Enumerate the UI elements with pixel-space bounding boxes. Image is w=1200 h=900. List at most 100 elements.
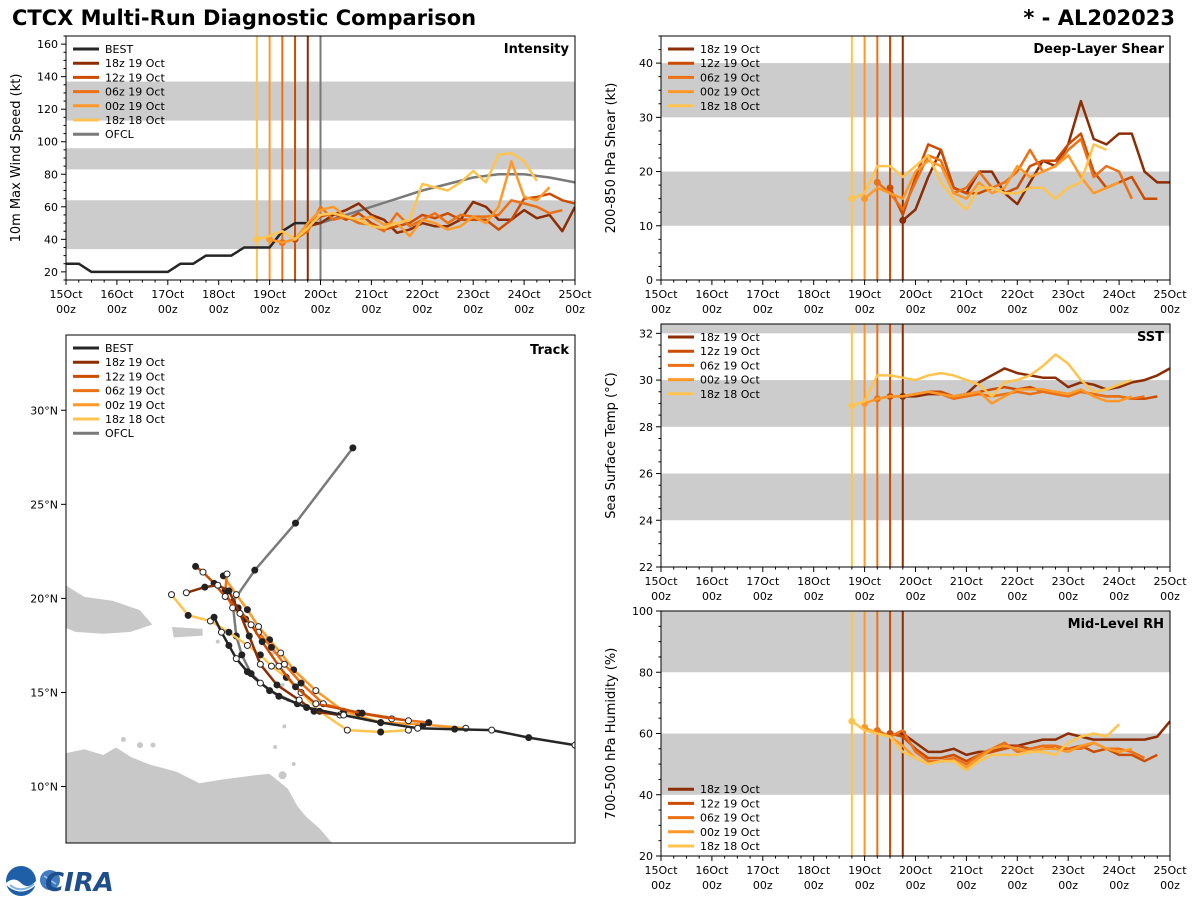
track-y-tick-label: 30°N xyxy=(30,404,58,417)
sst-x-tick-label: 00z xyxy=(753,590,773,603)
rh-legend-label: 06z 19 Oct xyxy=(700,812,760,825)
cira-logo: CIRA xyxy=(6,866,114,898)
track-point xyxy=(273,681,281,689)
shear-title: Deep-Layer Shear xyxy=(1033,42,1164,57)
shear-x-tick-label: 00z xyxy=(906,303,926,316)
rh-series-line xyxy=(864,726,1133,769)
intensity-x-tick-label: 18Oct xyxy=(202,288,236,301)
track-island xyxy=(120,737,126,743)
track-point xyxy=(245,632,253,640)
rh-x-tick-label: 00z xyxy=(651,879,671,892)
shear-y-tick-label: 30 xyxy=(639,111,653,124)
intensity-x-tick-label: 25Oct xyxy=(558,288,592,301)
intensity-init-point xyxy=(253,235,261,243)
sst-x-tick-label: 00z xyxy=(1160,590,1180,603)
rh-x-tick-label: 16Oct xyxy=(695,864,729,877)
rh-title: Mid-Level RH xyxy=(1068,617,1164,632)
shear-y-tick-label: 10 xyxy=(639,220,653,233)
sst-band xyxy=(661,380,1170,427)
rh-x-tick-label: 00z xyxy=(804,879,824,892)
intensity-legend-label: BEST xyxy=(105,43,133,56)
sst-y-tick-label: 22 xyxy=(639,561,653,574)
sst-x-tick-label: 18Oct xyxy=(797,575,831,588)
track-point xyxy=(425,719,433,727)
sst-x-tick-label: 00z xyxy=(1058,590,1078,603)
rh-y-tick-label: 80 xyxy=(639,666,653,679)
track-point xyxy=(199,568,207,576)
track-point xyxy=(238,651,246,659)
shear-x-tick-label: 17Oct xyxy=(746,288,780,301)
intensity-y-tick-label: 60 xyxy=(44,201,58,214)
intensity-x-tick-label: 00z xyxy=(56,303,76,316)
sst-x-tick-label: 16Oct xyxy=(695,575,729,588)
rh-legend-label: 12z 19 Oct xyxy=(700,797,760,810)
rh-x-tick-label: 23Oct xyxy=(1052,864,1086,877)
shear-x-tick-label: 21Oct xyxy=(950,288,984,301)
sst-band xyxy=(661,324,1170,334)
rh-legend-label: 18z 18 Oct xyxy=(700,840,760,853)
shear-init-point xyxy=(873,178,881,186)
track-point xyxy=(243,641,251,649)
rh-x-tick-label: 00z xyxy=(957,879,977,892)
sst-legend-label: 18z 18 Oct xyxy=(700,388,760,401)
track-land xyxy=(66,584,154,635)
track-point xyxy=(312,700,320,708)
sst-y-tick-label: 26 xyxy=(639,468,653,481)
rh-band xyxy=(661,611,1170,673)
rh-x-tick-label: 00z xyxy=(1007,879,1027,892)
intensity-x-tick-label: 00z xyxy=(107,303,127,316)
sst-y-tick-label: 32 xyxy=(639,327,653,340)
track-point xyxy=(258,638,266,646)
track-point xyxy=(225,628,233,636)
track-point xyxy=(404,717,412,725)
shear-x-tick-label: 00z xyxy=(957,303,977,316)
sst-legend-label: 12z 19 Oct xyxy=(700,345,760,358)
shear-x-tick-label: 00z xyxy=(855,303,875,316)
shear-x-tick-label: 22Oct xyxy=(1001,288,1035,301)
intensity-y-tick-label: 160 xyxy=(37,38,58,51)
shear-panel: 15Oct 00z 16Oct 00z 17Oct 00z 18Oct 00z 19Oct 00z… xyxy=(604,35,1187,316)
track-y-tick-label: 25°N xyxy=(30,498,58,511)
rh-x-tick-label: 20Oct xyxy=(899,864,933,877)
shear-series-line xyxy=(851,143,1107,211)
rh-panel: 15Oct 00z 16Oct 00z 17Oct 00z 18Oct 00z 19Oct 00z… xyxy=(604,605,1187,892)
intensity-legend-label: 12z 19 Oct xyxy=(105,71,165,84)
intensity-x-tick-label: 20Oct xyxy=(304,288,338,301)
shear-x-tick-label: 00z xyxy=(651,303,671,316)
track-line xyxy=(231,447,354,705)
track-island xyxy=(273,745,278,750)
track-point xyxy=(243,606,251,614)
shear-x-tick-label: 15Oct xyxy=(644,288,678,301)
track-point xyxy=(275,692,283,700)
shear-x-tick-label: 00z xyxy=(702,303,722,316)
shear-y-tick-label: 20 xyxy=(639,166,653,179)
sst-x-tick-label: 00z xyxy=(1109,590,1129,603)
track-point xyxy=(295,696,303,704)
rh-x-tick-label: 00z xyxy=(1109,879,1129,892)
track-point xyxy=(232,591,240,599)
shear-legend-label: 18z 19 Oct xyxy=(700,43,760,56)
sst-panel: 15Oct 00z 16Oct 00z 17Oct 00z 18Oct 00z 19Oct 00z… xyxy=(604,323,1187,603)
shear-band xyxy=(661,63,1170,118)
sst-x-tick-label: 15Oct xyxy=(644,575,678,588)
sst-x-tick-label: 00z xyxy=(906,590,926,603)
intensity-panel: 15Oct 00z 16Oct 00z 17Oct 00z 18Oct 00z 19Oct 00z… xyxy=(9,35,592,316)
track-legend-label: BEST xyxy=(105,342,133,355)
shear-x-tick-label: 19Oct xyxy=(848,288,882,301)
track-point xyxy=(182,589,190,597)
track-y-tick-label: 10°N xyxy=(30,781,58,794)
intensity-x-tick-label: 15Oct xyxy=(49,288,83,301)
sst-band xyxy=(661,473,1170,521)
intensity-x-tick-label: 17Oct xyxy=(151,288,185,301)
rh-y-tick-label: 100 xyxy=(632,605,653,618)
track-island xyxy=(280,682,285,687)
intensity-y-tick-label: 100 xyxy=(37,136,58,149)
shear-init-point xyxy=(848,195,856,203)
track-point xyxy=(267,643,275,651)
intensity-x-tick-label: 00z xyxy=(311,303,331,316)
shear-x-tick-label: 23Oct xyxy=(1052,288,1086,301)
track-point xyxy=(488,726,496,734)
sst-x-tick-label: 00z xyxy=(651,590,671,603)
track-legend-label: 18z 18 Oct xyxy=(105,413,165,426)
track-point xyxy=(192,562,200,570)
